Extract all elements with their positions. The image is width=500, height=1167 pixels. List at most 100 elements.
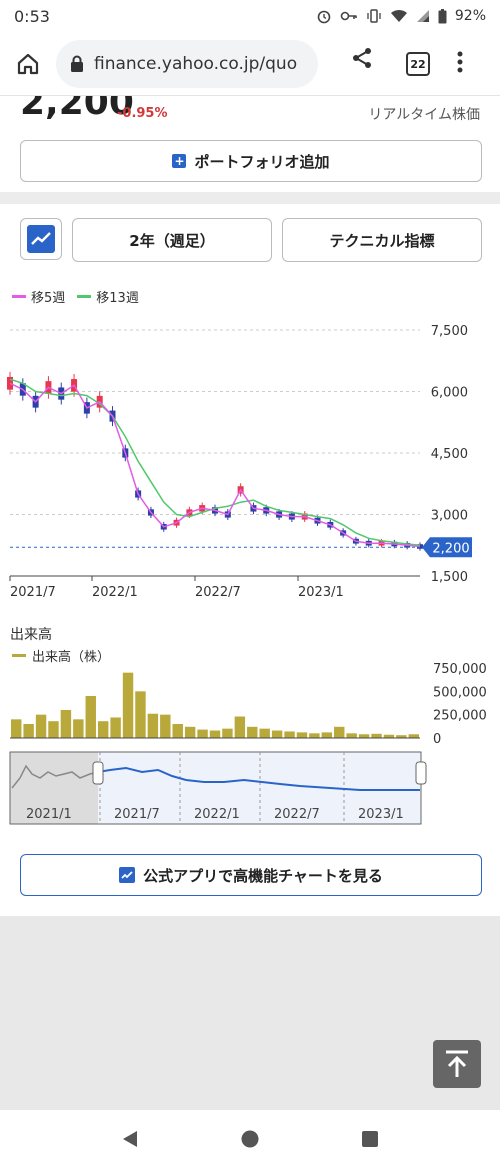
price-chart[interactable]: 7,500 6,000 4,500 3,000 1,500 2021/7 2022/1 202… xyxy=(0,318,500,618)
scroll-to-top-button[interactable] xyxy=(433,1040,481,1088)
volume-bar xyxy=(383,734,395,738)
browser-toolbar: finance.yahoo.co.jp/quo 22 xyxy=(0,32,500,96)
current-price: 2,200 xyxy=(20,96,134,123)
navigator-range-line xyxy=(97,766,420,791)
volume-legend: 出来高（株） xyxy=(12,646,110,665)
y-tick-label: 7,500 xyxy=(431,324,468,339)
vibrate-icon xyxy=(367,9,381,23)
volume-bar xyxy=(259,728,270,738)
navigator-tick-label: 2022/1 xyxy=(194,807,240,822)
period-select-button[interactable]: 2年（週足） xyxy=(72,218,272,262)
battery-percent: 92% xyxy=(454,8,486,24)
volume-bar xyxy=(97,721,109,738)
x-tick-label: 2023/1 xyxy=(298,585,344,600)
back-icon[interactable] xyxy=(120,1129,140,1149)
menu-button[interactable] xyxy=(456,50,464,78)
volume-bar xyxy=(234,716,246,738)
y-tick-label: 1,500 xyxy=(431,570,468,585)
home-icon xyxy=(17,53,39,74)
share-button[interactable] xyxy=(350,46,374,74)
volume-y-tick-label: 250,000 xyxy=(433,709,487,724)
x-tick-label: 2021/7 xyxy=(10,585,56,600)
y-tick-label: 6,000 xyxy=(431,386,468,401)
plus-icon: + xyxy=(172,154,187,168)
volume-bar xyxy=(334,726,345,738)
realtime-label: リアルタイム株価 xyxy=(368,107,480,123)
volume-legend-label: 出来高（株） xyxy=(32,650,111,665)
ma13-line xyxy=(9,378,421,547)
change-percent: -0.95% xyxy=(117,106,168,121)
open-app-chart-button[interactable]: 公式アプリで高機能チャートを見る xyxy=(20,854,482,896)
ma5-label: 移5週 xyxy=(31,291,66,306)
technical-indicator-button[interactable]: テクニカル指標 xyxy=(282,218,482,262)
key-icon xyxy=(340,11,357,21)
volume-swatch xyxy=(12,654,26,657)
range-navigator[interactable]: 2021/1 2021/7 2022/1 2022/7 2023/1 xyxy=(0,748,500,834)
system-nav-bar xyxy=(0,1110,500,1167)
y-tick-label: 3,000 xyxy=(431,509,468,524)
volume-y-tick-label: 0 xyxy=(433,732,441,747)
url-field[interactable]: finance.yahoo.co.jp/quo xyxy=(56,39,318,88)
volume-bar xyxy=(23,724,34,738)
volume-bar xyxy=(371,733,382,738)
volume-bar xyxy=(346,733,357,738)
arrow-up-icon xyxy=(446,1050,468,1077)
navigator-tick-label: 2021/7 xyxy=(114,807,160,822)
status-icons: 92% xyxy=(316,8,486,24)
navigator-tick-label: 2023/1 xyxy=(358,807,404,822)
volume-chart[interactable]: 750,000 500,000 250,000 0 xyxy=(0,662,500,748)
signal-icon xyxy=(416,10,429,22)
ma13-label: 移13週 xyxy=(96,291,139,306)
volume-bar xyxy=(160,714,171,738)
navigator-mask xyxy=(10,752,98,824)
volume-bar xyxy=(396,735,407,738)
volume-y-tick-label: 750,000 xyxy=(433,662,487,677)
volume-bar xyxy=(135,691,146,738)
volume-bar xyxy=(408,734,419,738)
navigator-right-handle[interactable] xyxy=(415,761,427,785)
navigator-left-handle[interactable] xyxy=(92,761,104,785)
home-circle-icon[interactable] xyxy=(240,1129,260,1149)
navigator-frame xyxy=(9,751,422,825)
section-divider xyxy=(0,192,500,204)
volume-title: 出来高 xyxy=(10,627,52,643)
volume-bar xyxy=(284,731,295,738)
volume-bar xyxy=(358,734,370,738)
navigator-tick-label: 2021/1 xyxy=(26,807,72,822)
volume-bar xyxy=(309,733,320,738)
volume-bar xyxy=(222,728,233,738)
ma13-swatch xyxy=(77,295,92,298)
volume-bar xyxy=(197,729,208,738)
home-button[interactable] xyxy=(0,52,56,76)
tab-switcher-button[interactable]: 22 xyxy=(406,52,430,76)
open-app-label: 公式アプリで高機能チャートを見る xyxy=(143,866,383,885)
add-portfolio-button[interactable]: + ポートフォリオ追加 xyxy=(20,140,482,182)
recents-icon[interactable] xyxy=(360,1129,380,1149)
volume-bar xyxy=(247,726,258,738)
chart-icon xyxy=(119,867,136,883)
battery-icon xyxy=(438,8,447,23)
volume-bar xyxy=(48,721,59,738)
volume-y-tick-label: 500,000 xyxy=(433,685,487,700)
add-portfolio-label: ポートフォリオ追加 xyxy=(194,152,330,171)
wifi-icon xyxy=(390,9,407,22)
alarm-icon xyxy=(317,10,331,24)
url-text: finance.yahoo.co.jp/quo xyxy=(94,53,298,74)
navigator-tick-label: 2022/7 xyxy=(274,807,320,822)
y-tick-label: 4,500 xyxy=(431,447,468,462)
volume-bar xyxy=(296,732,308,738)
volume-bar xyxy=(172,724,183,738)
volume-bar xyxy=(73,719,84,738)
more-vert-icon xyxy=(457,51,463,73)
volume-bar xyxy=(271,730,283,738)
navigator-history-line xyxy=(11,764,99,789)
volume-bar xyxy=(147,713,159,738)
price-header: 2,200 -0.95% リアルタイム株価 xyxy=(0,96,500,126)
chart-type-button[interactable] xyxy=(20,218,62,260)
volume-bar xyxy=(11,719,22,738)
legend-ma5: 移5週 xyxy=(12,287,65,306)
volume-bar xyxy=(122,672,134,738)
status-bar: 0:53 92% xyxy=(0,0,500,32)
current-price-tag xyxy=(422,537,472,558)
candle-body xyxy=(7,376,13,390)
